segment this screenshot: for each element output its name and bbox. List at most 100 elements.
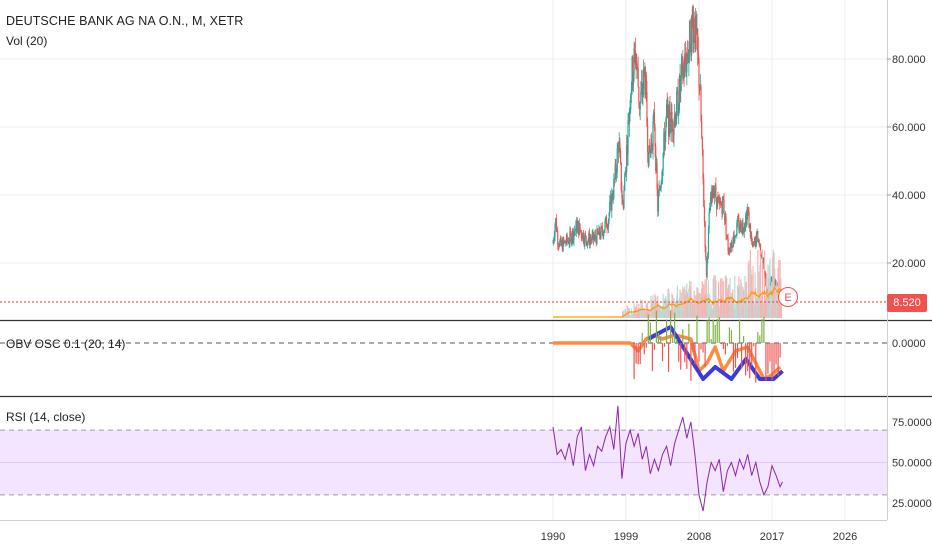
candle-body (636, 60, 638, 67)
volume-bar (725, 275, 727, 318)
candle-body (746, 213, 748, 225)
rsi-tick-label: 50.0000 (892, 458, 932, 470)
candle-body (603, 229, 605, 233)
candle-body (747, 209, 749, 214)
volume-bar (745, 282, 747, 318)
candle-body (745, 215, 747, 227)
candle-body (559, 237, 562, 241)
time-tick-label: 1999 (614, 531, 638, 543)
candle-body (553, 239, 555, 243)
candle-body (638, 102, 641, 110)
candle-body (703, 178, 705, 207)
volume-bar (742, 286, 744, 318)
candle-body (659, 188, 661, 190)
volume-bar (648, 310, 650, 318)
candle-body (622, 204, 624, 208)
candle-body (668, 104, 670, 137)
volume-bar (746, 294, 748, 318)
candle-body (557, 231, 559, 245)
candle-body (749, 223, 751, 238)
candle-body (656, 163, 658, 190)
candle-body (657, 189, 659, 212)
candle-body (722, 196, 724, 200)
obv-indicator-label[interactable]: OBV OSC 0.1 (20, 14) (6, 337, 126, 351)
volume-bar (701, 288, 703, 318)
candle-body (617, 145, 620, 153)
candle-body (734, 236, 736, 242)
candle-body (578, 221, 580, 235)
candle-body (724, 213, 726, 221)
volume-bar (667, 288, 669, 318)
time-tick-label: 1990 (541, 531, 565, 543)
candle-body (599, 227, 601, 236)
candle-body (596, 228, 598, 244)
candle-body (739, 221, 741, 229)
candle-body (642, 68, 645, 89)
candle-body (624, 176, 626, 191)
candle-body (726, 235, 728, 238)
candle-body (743, 226, 745, 232)
volume-bar (717, 298, 719, 318)
volume-bar (688, 288, 690, 318)
candle-body (687, 57, 689, 61)
candle-body (559, 240, 561, 247)
candle-body (667, 105, 670, 137)
candle-body (709, 210, 711, 214)
volume-indicator-label[interactable]: Vol (20) (6, 34, 48, 48)
candle-body (675, 118, 677, 126)
candle-body (606, 227, 608, 229)
candle-body (762, 260, 764, 262)
candle-body (688, 49, 690, 61)
candle-body (647, 152, 649, 167)
candle-body (755, 237, 757, 246)
candle-body (581, 236, 583, 240)
volume-bar (686, 283, 688, 318)
candle-body (766, 289, 768, 294)
volume-bar (726, 292, 728, 318)
candle-body (757, 231, 759, 243)
candle-body (734, 235, 737, 237)
candle-body (672, 131, 674, 136)
volume-bar (739, 308, 741, 318)
volume-bar (749, 299, 751, 318)
rsi-indicator-label[interactable]: RSI (14, close) (6, 410, 86, 424)
candle-body (724, 216, 726, 221)
candle-body (615, 172, 618, 174)
candle-body (617, 145, 619, 149)
candle-body (731, 242, 733, 247)
obv-tick-label: 0.0000 (892, 338, 926, 350)
candle-body (680, 76, 682, 92)
candle-body (619, 142, 621, 152)
candle-body (755, 232, 758, 246)
candle-body (626, 145, 628, 155)
volume-bar (692, 303, 695, 318)
volume-bar (660, 305, 662, 318)
volume-bar (772, 249, 774, 318)
volume-bar (770, 282, 772, 318)
candle-body (741, 222, 743, 232)
volume-bar (743, 290, 745, 318)
candle-body (776, 283, 779, 285)
volume-bar (730, 292, 733, 318)
candle-body (771, 277, 773, 278)
candle-body (722, 196, 724, 214)
volume-bar (695, 295, 697, 318)
volume-bar (728, 305, 731, 318)
volume-bar (704, 279, 706, 318)
volume-bar (721, 278, 723, 318)
candle-body (715, 185, 717, 198)
candle-body (670, 128, 672, 133)
volume-bar (759, 250, 762, 318)
candle-body (694, 38, 696, 49)
volume-bar (626, 305, 628, 318)
earnings-marker-icon[interactable]: E (778, 287, 798, 307)
candle-body (655, 146, 657, 171)
volume-bar (709, 294, 711, 318)
candle-body (728, 251, 730, 253)
volume-bar (649, 313, 651, 318)
candle-body (636, 66, 639, 68)
volume-bar (653, 300, 655, 318)
candle-body (644, 70, 646, 96)
